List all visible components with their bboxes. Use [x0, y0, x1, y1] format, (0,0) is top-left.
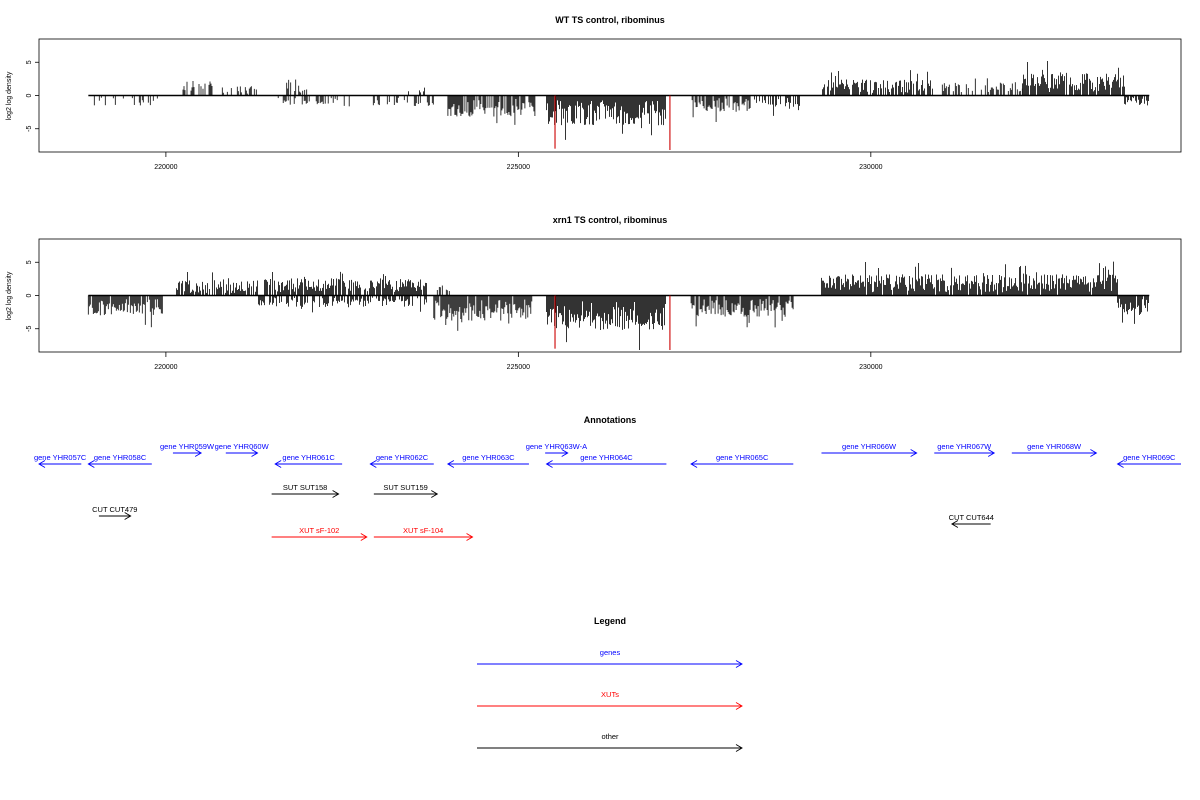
wt-ytick-label: 5 [26, 60, 33, 64]
legend-label-xuts: XUTs [601, 690, 619, 699]
xrn1-ytick-label: 0 [26, 293, 33, 297]
legend-arrow-head [735, 702, 743, 710]
gene-arrow-head [87, 460, 95, 468]
other-feature-label: CUT CUT479 [92, 505, 137, 514]
xut-label: XUT sF-104 [403, 526, 443, 535]
gene-arrow-head [369, 460, 377, 468]
gene-arrow-head [274, 460, 282, 468]
gene-arrow-head [545, 460, 553, 468]
gene-label: gene YHR067W [937, 442, 992, 451]
annotations-panel: Annotations gene YHR057C gene YHR058C gene… [34, 415, 1181, 541]
gene-label: gene YHR061C [282, 453, 335, 462]
gene-label: gene YHR058C [94, 453, 147, 462]
gene-label: gene YHR060W [215, 442, 270, 451]
gene-arrow-head [1090, 449, 1098, 457]
xrn1-bars [87, 261, 1150, 351]
xut-arrow-head [360, 533, 368, 541]
xrn1-xtick-label: 220000 [154, 364, 177, 371]
other-feature-arrow-head [951, 520, 959, 528]
other-feature-label: SUT SUT158 [283, 483, 327, 492]
gene-label: gene YHR064C [580, 453, 633, 462]
legend-label-genes: genes [600, 648, 621, 657]
xrn1-y-axis-label: log2 log density [6, 271, 13, 320]
gene-arrow-head [446, 460, 455, 468]
gene-label: gene YHR068W [1027, 442, 1082, 451]
gene-arrow-head [1116, 460, 1124, 468]
wt-axes: -5 0 5 220000 225000 230000 [26, 60, 883, 171]
other-feature-arrow-head [431, 490, 439, 498]
gene-arrow-head [910, 449, 918, 457]
annotations-title: Annotations [584, 415, 637, 425]
gene-arrow-head [194, 449, 203, 457]
xrn1-xtick-label: 230000 [859, 364, 882, 371]
xut-label: XUT sF-102 [299, 526, 339, 535]
xrn1-axes: -5 0 5 220000 225000 230000 [26, 260, 883, 371]
wt-ytick-label: 0 [26, 93, 33, 97]
gene-arrow-head [561, 449, 569, 457]
wt-bars [88, 61, 1150, 151]
xrn1-panel-title: xrn1 TS control, ribominus [553, 215, 668, 225]
wt-xtick-label: 220000 [154, 164, 177, 171]
xrn1-xtick-label: 225000 [507, 364, 530, 371]
wt-xtick-label: 230000 [859, 164, 882, 171]
other-feature-arrow-head [332, 490, 340, 498]
xrn1-panel: xrn1 TS control, ribominus log2 log dens… [6, 215, 1182, 371]
xrn1-ytick-label: 5 [26, 260, 33, 264]
legend-title: Legend [594, 616, 626, 626]
legend-label-other: other [601, 732, 619, 741]
legend-items: genes XUTs other [477, 648, 743, 752]
gene-label: gene YHR057C [34, 453, 87, 462]
gene-label: gene YHR069C [1123, 453, 1176, 462]
gene-label: gene YHR066W [842, 442, 897, 451]
legend-panel: Legend genes XUTs other [477, 616, 743, 752]
gene-arrow-head [38, 460, 46, 468]
other-feature-arrow-head [124, 512, 132, 520]
wt-panel-title: WT TS control, ribominus [555, 15, 665, 25]
gene-label: gene YHR059W [160, 442, 215, 451]
gene-arrow-head [987, 449, 996, 457]
gene-label: gene YHR063C [462, 453, 515, 462]
xrn1-ytick-label: -5 [26, 326, 33, 332]
other-feature-label: CUT CUT644 [949, 513, 994, 522]
other-feature-label: SUT SUT159 [383, 483, 427, 492]
gene-arrow-head [690, 460, 698, 468]
legend-arrow-head [735, 660, 743, 668]
wt-y-axis-label: log2 log density [6, 71, 13, 120]
gene-arrow-head [251, 449, 259, 457]
gene-label: gene YHR062C [376, 453, 429, 462]
wt-panel: WT TS control, ribominus log2 log densit… [6, 15, 1182, 171]
gene-label: gene YHR063W-A [526, 442, 587, 451]
legend-arrow-head [735, 744, 743, 752]
xut-arrow-head [466, 533, 474, 541]
wt-ytick-label: -5 [26, 126, 33, 132]
gene-label: gene YHR065C [716, 453, 769, 462]
wt-xtick-label: 225000 [507, 164, 530, 171]
